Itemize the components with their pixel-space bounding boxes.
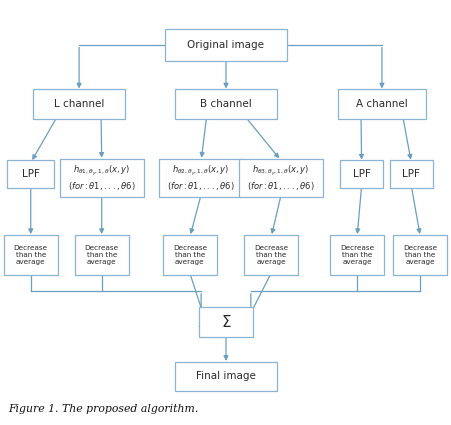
- Text: $h_{\theta3,\theta_y,1,\theta}(x,y)$
$(for: \theta1,...,\theta6)$: $h_{\theta3,\theta_y,1,\theta}(x,y)$ $(f…: [247, 164, 314, 192]
- FancyBboxPatch shape: [175, 89, 276, 119]
- FancyBboxPatch shape: [198, 307, 253, 337]
- Text: B channel: B channel: [200, 99, 251, 109]
- FancyBboxPatch shape: [329, 235, 383, 275]
- Text: Original image: Original image: [187, 40, 264, 50]
- FancyBboxPatch shape: [340, 161, 382, 188]
- Text: Decrease
than the
average: Decrease than the average: [339, 245, 373, 265]
- Text: Decrease
than the
average: Decrease than the average: [84, 245, 119, 265]
- FancyBboxPatch shape: [244, 235, 298, 275]
- FancyBboxPatch shape: [392, 235, 446, 275]
- FancyBboxPatch shape: [162, 235, 216, 275]
- FancyBboxPatch shape: [239, 159, 322, 197]
- Text: Final image: Final image: [196, 371, 255, 381]
- Text: L channel: L channel: [54, 99, 104, 109]
- Text: Decrease
than the
average: Decrease than the average: [172, 245, 207, 265]
- FancyBboxPatch shape: [7, 161, 55, 188]
- Text: Decrease
than the
average: Decrease than the average: [14, 245, 48, 265]
- Text: A channel: A channel: [355, 99, 407, 109]
- FancyBboxPatch shape: [60, 159, 143, 197]
- Text: $\Sigma$: $\Sigma$: [220, 314, 231, 330]
- Text: $h_{\theta2,\theta_y,1,\theta}(x,y)$
$(for: \theta1,...,\theta6)$: $h_{\theta2,\theta_y,1,\theta}(x,y)$ $(f…: [167, 164, 235, 192]
- FancyBboxPatch shape: [175, 362, 276, 391]
- Text: Decrease
than the
average: Decrease than the average: [253, 245, 288, 265]
- Text: LPF: LPF: [401, 169, 419, 179]
- FancyBboxPatch shape: [337, 89, 425, 119]
- Text: Decrease
than the
average: Decrease than the average: [402, 245, 437, 265]
- FancyBboxPatch shape: [165, 29, 286, 61]
- FancyBboxPatch shape: [389, 161, 432, 188]
- FancyBboxPatch shape: [159, 159, 243, 197]
- FancyBboxPatch shape: [32, 89, 125, 119]
- Text: Figure 1. The proposed algorithm.: Figure 1. The proposed algorithm.: [8, 404, 198, 414]
- Text: LPF: LPF: [352, 169, 370, 179]
- FancyBboxPatch shape: [4, 235, 58, 275]
- Text: LPF: LPF: [22, 169, 40, 179]
- Text: $h_{\theta1,\theta_y,1,\theta}(x,y)$
$(for: \theta1,...,\theta6)$: $h_{\theta1,\theta_y,1,\theta}(x,y)$ $(f…: [68, 164, 135, 192]
- FancyBboxPatch shape: [74, 235, 129, 275]
